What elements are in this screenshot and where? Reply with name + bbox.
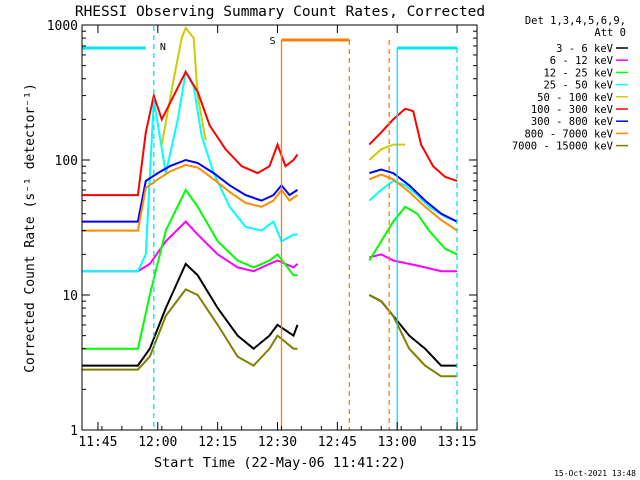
- legend-label-0: 3 - 6 keV: [556, 43, 614, 55]
- plot-frame: [81, 24, 478, 431]
- x-axis-label: Start Time (22-May-06 11:41:22): [154, 455, 406, 471]
- x-tick-label-6: 13:15: [437, 435, 476, 450]
- series-line-7-1: [368, 173, 458, 232]
- axes: 11:45 12:00 12:15 12:30 12:45 13:00 13:15 1 10 10…: [47, 19, 477, 450]
- series-line-6-0: [82, 158, 299, 223]
- legend-header-1: Att 0: [594, 27, 626, 39]
- legend-label-8: 7000 - 15000 keV: [512, 141, 614, 153]
- legend-label-1: 6 - 12 keV: [550, 55, 614, 67]
- y-tick-label-3: 1000: [47, 19, 78, 34]
- series-line-3-0: [82, 68, 298, 273]
- series-line-5-1: [368, 107, 458, 182]
- legend-label-5: 100 - 300 keV: [531, 104, 614, 116]
- y-tick-label-0: 1: [70, 424, 78, 439]
- x-tick-label-4: 12:45: [318, 435, 357, 450]
- legend-label-3: 25 - 50 keV: [543, 80, 613, 92]
- x-tick-label-0: 11:45: [78, 435, 117, 450]
- series-line-4-1: [368, 143, 406, 161]
- series-line-7-0: [82, 163, 299, 232]
- annotation-saa: S: [269, 36, 275, 47]
- chart-title: RHESSI Observing Summary Count Rates, Co…: [75, 4, 485, 20]
- y-tick-label-1: 10: [62, 289, 78, 304]
- legend-label-7: 800 - 7000 keV: [524, 128, 613, 140]
- y-axis-label: Corrected Count Rate (s⁻¹ detector⁻¹): [23, 83, 38, 373]
- plot-area: NS: [82, 26, 458, 430]
- legend-label-4: 50 - 100 keV: [537, 92, 614, 104]
- series-line-4-0: [160, 26, 207, 145]
- x-tick-label-2: 12:15: [198, 435, 237, 450]
- series-line-0-1: [368, 294, 458, 367]
- series-line-8-0: [82, 288, 298, 371]
- series-line-1-1: [369, 253, 458, 273]
- series-line-6-1: [369, 168, 458, 223]
- annotation-night: N: [160, 42, 166, 53]
- footer-timestamp: 15-Oct-2021 13:48: [554, 469, 636, 478]
- y-tick-label-2: 100: [55, 154, 78, 169]
- series-line-2-1: [368, 205, 458, 262]
- x-tick-label-3: 12:30: [258, 435, 297, 450]
- series-line-8-1: [368, 294, 458, 378]
- x-tick-label-1: 12:00: [138, 435, 177, 450]
- x-tick-label-5: 13:00: [378, 435, 417, 450]
- series-line-0-0: [82, 262, 299, 367]
- legend-header-0: Det 1,3,4,5,6,9,: [525, 15, 626, 27]
- series-line-2-0: [82, 187, 298, 350]
- series-line-5-0: [82, 69, 299, 197]
- legend-label-2: 12 - 25 keV: [543, 67, 613, 79]
- legend-label-6: 300 - 800 keV: [531, 116, 614, 128]
- series-line-1-0: [82, 220, 299, 273]
